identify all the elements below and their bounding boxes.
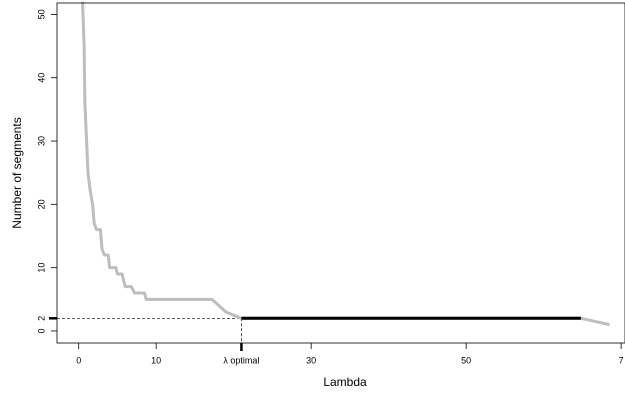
y-tick-label: 2	[36, 316, 46, 321]
x-tick-label: 0	[76, 355, 81, 365]
x-tick-label: 7	[619, 355, 624, 365]
x-tick-label: 30	[306, 355, 316, 365]
x-tick-label: 10	[151, 355, 161, 365]
y-tick-label: 30	[36, 136, 46, 146]
y-tick-label: 10	[36, 263, 46, 273]
y-tick-label: 40	[36, 73, 46, 83]
y-tick-label: 20	[36, 199, 46, 209]
y-axis-title: Number of segments	[10, 117, 24, 228]
x-axis-title: Lambda	[323, 375, 367, 389]
x-tick-label: λ optimal	[223, 355, 259, 365]
y-tick-label: 0	[36, 328, 46, 333]
data-line	[81, 1, 610, 327]
y-tick-label: 50	[36, 9, 46, 19]
x-tick-label: 50	[461, 355, 471, 365]
plot-frame	[56, 2, 625, 344]
